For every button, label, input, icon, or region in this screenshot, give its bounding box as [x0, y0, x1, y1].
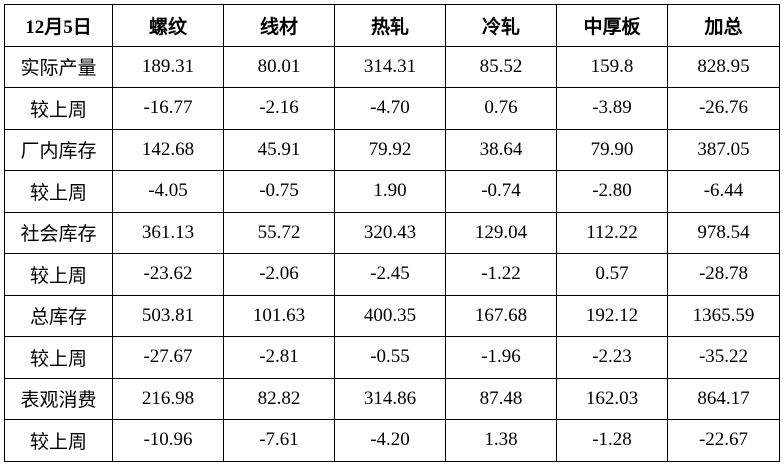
- value-cell: -10.96: [112, 419, 224, 462]
- value-cell: 314.31: [334, 45, 446, 88]
- value-cell: 82.82: [223, 377, 335, 420]
- value-cell: 38.64: [445, 128, 557, 171]
- value-cell: -2.16: [223, 87, 335, 130]
- table-row: 实际产量 189.31 80.01 314.31 85.52 159.8 828.95: [4, 45, 780, 88]
- value-cell: -22.67: [667, 419, 780, 462]
- value-cell: 79.90: [556, 128, 668, 171]
- value-cell: -6.44: [667, 170, 780, 213]
- value-cell: -7.61: [223, 419, 335, 462]
- value-cell: 112.22: [556, 211, 668, 254]
- header-cell: 12月5日: [4, 4, 113, 47]
- value-cell: 55.72: [223, 211, 335, 254]
- value-cell: 79.92: [334, 128, 446, 171]
- table-body: 12月5日 螺纹 线材 热轧 冷轧 中厚板 加总 实际产量 189.31 80.01 314.31 8…: [4, 4, 780, 462]
- table-row: 较上周 -10.96 -7.61 -4.20 1.38 -1.28 -22.67: [4, 419, 780, 462]
- value-cell: 1.38: [445, 419, 557, 462]
- value-cell: -0.55: [334, 336, 446, 379]
- value-cell: 216.98: [112, 377, 224, 420]
- value-cell: -2.80: [556, 170, 668, 213]
- value-cell: 314.86: [334, 377, 446, 420]
- table-row: 总库存 503.81 101.63 400.35 167.68 192.12 1365.59: [4, 294, 780, 337]
- value-cell: -26.76: [667, 87, 780, 130]
- row-label: 较上周: [4, 87, 113, 130]
- row-label: 厂内库存: [4, 128, 113, 171]
- header-cell: 线材: [223, 4, 335, 47]
- value-cell: -28.78: [667, 253, 780, 296]
- header-cell: 加总: [667, 4, 780, 47]
- value-cell: 400.35: [334, 294, 446, 337]
- header-cell: 热轧: [334, 4, 446, 47]
- value-cell: 159.8: [556, 45, 668, 88]
- value-cell: -2.06: [223, 253, 335, 296]
- value-cell: 828.95: [667, 45, 780, 88]
- value-cell: 85.52: [445, 45, 557, 88]
- value-cell: 189.31: [112, 45, 224, 88]
- row-label: 表观消费: [4, 377, 113, 420]
- value-cell: 0.76: [445, 87, 557, 130]
- value-cell: -27.67: [112, 336, 224, 379]
- header-cell: 冷轧: [445, 4, 557, 47]
- value-cell: -1.96: [445, 336, 557, 379]
- value-cell: 387.05: [667, 128, 780, 171]
- row-label: 较上周: [4, 253, 113, 296]
- table-row: 较上周 -4.05 -0.75 1.90 -0.74 -2.80 -6.44: [4, 170, 780, 213]
- value-cell: -1.28: [556, 419, 668, 462]
- value-cell: -2.23: [556, 336, 668, 379]
- value-cell: 978.54: [667, 211, 780, 254]
- value-cell: 320.43: [334, 211, 446, 254]
- value-cell: 87.48: [445, 377, 557, 420]
- value-cell: 192.12: [556, 294, 668, 337]
- value-cell: -4.05: [112, 170, 224, 213]
- value-cell: -16.77: [112, 87, 224, 130]
- table-row: 厂内库存 142.68 45.91 79.92 38.64 79.90 387.05: [4, 128, 780, 171]
- data-table: 12月5日 螺纹 线材 热轧 冷轧 中厚板 加总 实际产量 189.31 80.01 314.31 8…: [4, 4, 780, 462]
- value-cell: 101.63: [223, 294, 335, 337]
- row-label: 较上周: [4, 170, 113, 213]
- row-label: 实际产量: [4, 45, 113, 88]
- table-row: 社会库存 361.13 55.72 320.43 129.04 112.22 978.54: [4, 211, 780, 254]
- table-row: 较上周 -16.77 -2.16 -4.70 0.76 -3.89 -26.76: [4, 87, 780, 130]
- row-label: 社会库存: [4, 211, 113, 254]
- value-cell: -0.75: [223, 170, 335, 213]
- header-row: 12月5日 螺纹 线材 热轧 冷轧 中厚板 加总: [4, 4, 780, 47]
- value-cell: 0.57: [556, 253, 668, 296]
- row-label: 较上周: [4, 419, 113, 462]
- value-cell: 503.81: [112, 294, 224, 337]
- value-cell: -0.74: [445, 170, 557, 213]
- value-cell: -2.81: [223, 336, 335, 379]
- table-row: 较上周 -23.62 -2.06 -2.45 -1.22 0.57 -28.78: [4, 253, 780, 296]
- value-cell: 864.17: [667, 377, 780, 420]
- value-cell: 167.68: [445, 294, 557, 337]
- row-label: 较上周: [4, 336, 113, 379]
- value-cell: 45.91: [223, 128, 335, 171]
- value-cell: 1365.59: [667, 294, 780, 337]
- row-label: 总库存: [4, 294, 113, 337]
- header-cell: 中厚板: [556, 4, 668, 47]
- value-cell: -2.45: [334, 253, 446, 296]
- table-row: 较上周 -27.67 -2.81 -0.55 -1.96 -2.23 -35.22: [4, 336, 780, 379]
- value-cell: -1.22: [445, 253, 557, 296]
- value-cell: -4.70: [334, 87, 446, 130]
- value-cell: 80.01: [223, 45, 335, 88]
- value-cell: 361.13: [112, 211, 224, 254]
- value-cell: 1.90: [334, 170, 446, 213]
- value-cell: 162.03: [556, 377, 668, 420]
- value-cell: 129.04: [445, 211, 557, 254]
- value-cell: -3.89: [556, 87, 668, 130]
- value-cell: -4.20: [334, 419, 446, 462]
- table-row: 表观消费 216.98 82.82 314.86 87.48 162.03 864.17: [4, 377, 780, 420]
- value-cell: -23.62: [112, 253, 224, 296]
- header-cell: 螺纹: [112, 4, 224, 47]
- value-cell: -35.22: [667, 336, 780, 379]
- value-cell: 142.68: [112, 128, 224, 171]
